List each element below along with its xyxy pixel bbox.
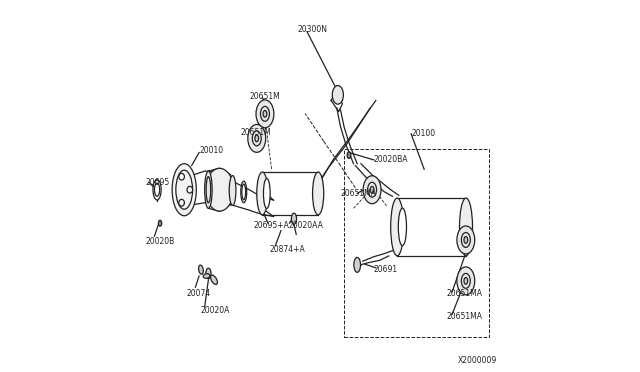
Ellipse shape [206,268,211,279]
Ellipse shape [354,257,360,272]
Ellipse shape [370,186,374,193]
Ellipse shape [363,176,381,204]
Ellipse shape [347,152,351,158]
Ellipse shape [179,173,184,180]
Text: 20020B: 20020B [145,237,175,246]
Text: 20874+A: 20874+A [270,245,305,254]
Text: 20020A: 20020A [201,306,230,315]
Ellipse shape [248,125,266,153]
Ellipse shape [457,267,475,295]
Text: 20651M: 20651M [250,92,280,101]
Ellipse shape [464,237,468,243]
Ellipse shape [158,220,162,226]
Ellipse shape [390,198,404,256]
Ellipse shape [257,172,268,215]
Ellipse shape [291,213,296,224]
Ellipse shape [204,274,210,278]
Text: 20651MA: 20651MA [447,312,483,321]
Ellipse shape [205,171,212,208]
Text: 20074: 20074 [186,289,211,298]
Ellipse shape [312,172,324,215]
Ellipse shape [229,176,236,205]
Ellipse shape [398,208,406,246]
Text: 20651M: 20651M [240,128,271,137]
Ellipse shape [256,100,274,128]
Ellipse shape [205,168,234,211]
Ellipse shape [179,199,184,206]
Text: 20651MA: 20651MA [447,289,483,298]
Text: 20020BA: 20020BA [374,155,408,164]
Text: 20691: 20691 [374,265,398,274]
Text: 20010: 20010 [199,146,223,155]
Ellipse shape [241,181,246,203]
Ellipse shape [264,179,270,208]
Ellipse shape [332,86,344,104]
Ellipse shape [263,110,267,117]
Ellipse shape [153,180,161,200]
Text: 20100: 20100 [411,129,435,138]
Ellipse shape [172,164,196,216]
Ellipse shape [460,198,472,256]
Ellipse shape [255,135,259,142]
Ellipse shape [457,226,475,254]
Text: X2000009: X2000009 [458,356,497,365]
Ellipse shape [464,278,468,284]
Text: 20695+A: 20695+A [253,221,289,230]
Ellipse shape [187,186,193,193]
Ellipse shape [211,275,218,285]
Text: 20300N: 20300N [298,25,328,34]
Text: 20651MA: 20651MA [340,189,376,198]
Text: 20695: 20695 [145,178,170,187]
Ellipse shape [198,265,204,274]
Text: 20020AA: 20020AA [289,221,323,230]
